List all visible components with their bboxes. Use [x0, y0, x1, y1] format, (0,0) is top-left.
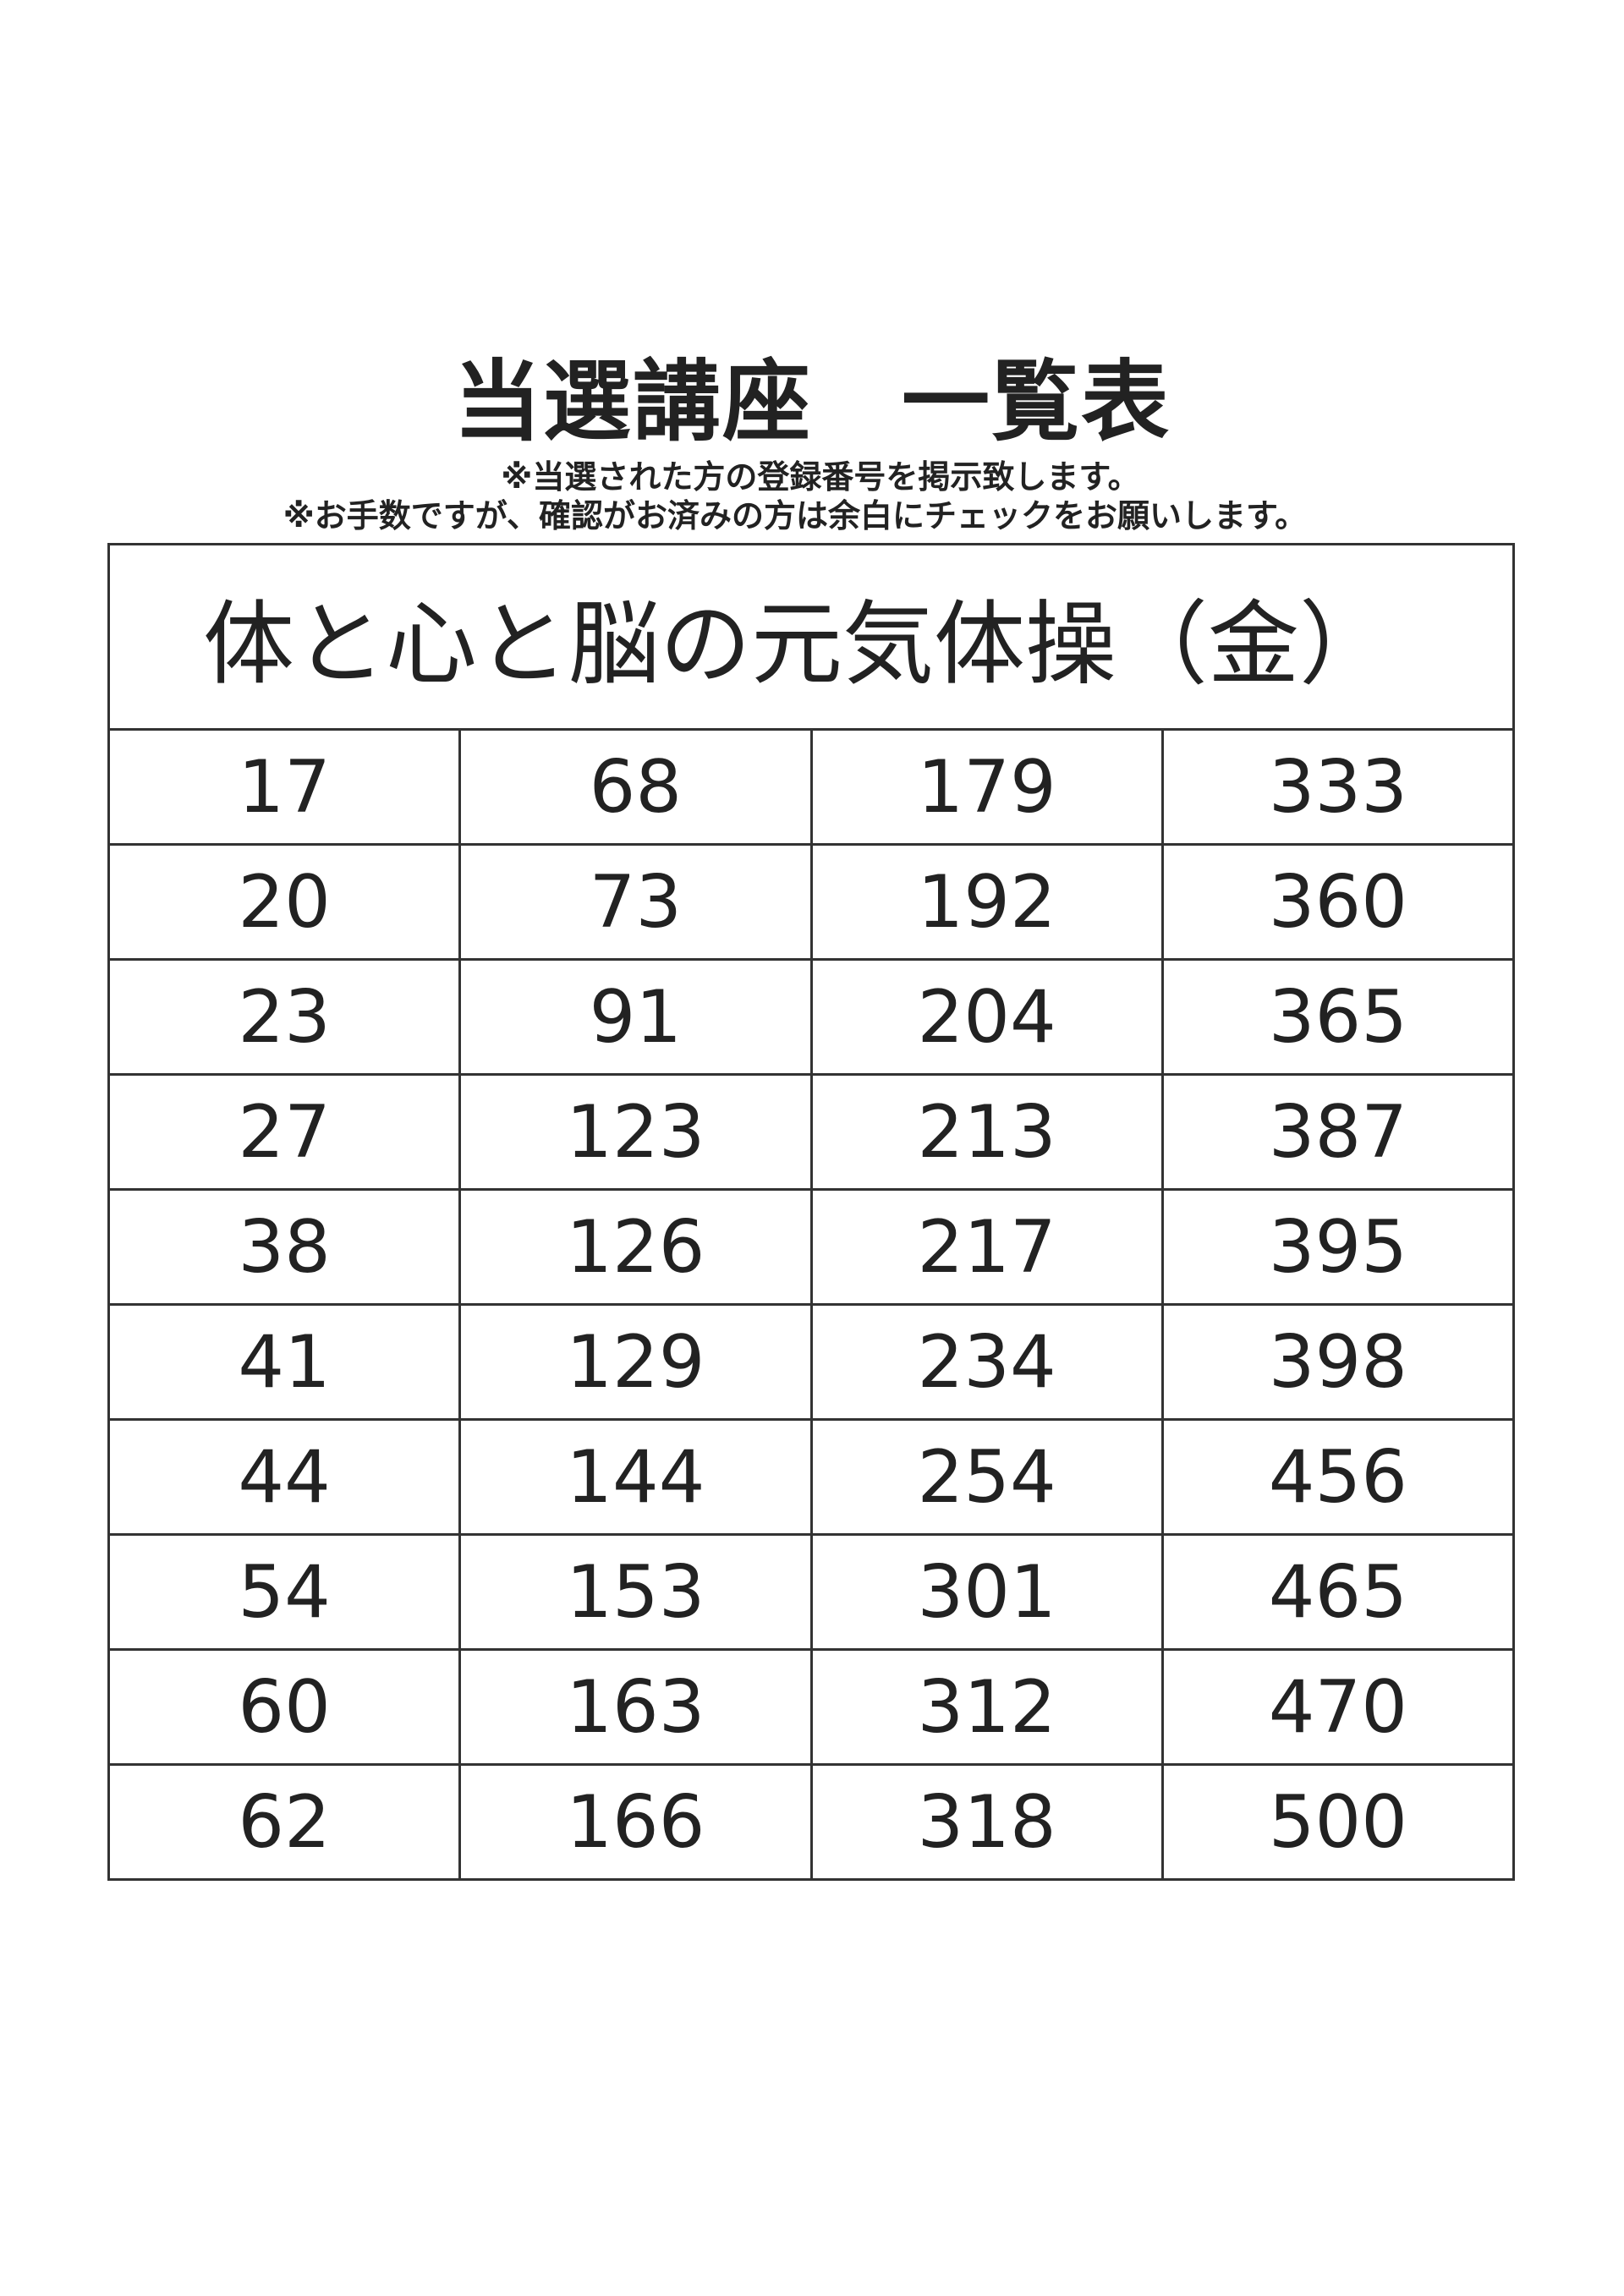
- registration-number-cell: 301: [809, 1533, 1164, 1651]
- registration-number-cell: 38: [107, 1188, 462, 1306]
- registration-number-cell: 129: [458, 1303, 813, 1421]
- registration-number-cell: 60: [107, 1648, 462, 1766]
- table-row: 60 163 312 470: [107, 1648, 1516, 1766]
- registration-number-cell: 20: [107, 843, 462, 961]
- registration-number-cell: 73: [458, 843, 813, 961]
- registration-number-cell: 500: [1160, 1763, 1516, 1881]
- registration-number-cell: 365: [1160, 958, 1516, 1076]
- registration-number-cell: 123: [458, 1073, 813, 1191]
- registration-number-cell: 192: [809, 843, 1164, 961]
- registration-number-cell: 398: [1160, 1303, 1516, 1421]
- table-row: 41 129 234 398: [107, 1303, 1516, 1421]
- table-row: 38 126 217 395: [107, 1188, 1516, 1306]
- registration-number-cell: 166: [458, 1763, 813, 1881]
- registration-number-cell: 44: [107, 1418, 462, 1536]
- registration-number-cell: 204: [809, 958, 1164, 1076]
- notice-line-2: ※お手数ですが、確認がお済みの方は余白にチェックをお願いします。: [283, 497, 1308, 534]
- notice-line-1: ※当選された方の登録番号を掲示致します。: [501, 458, 1140, 496]
- registration-number-cell: 163: [458, 1648, 813, 1766]
- registration-number-cell: 17: [107, 728, 462, 846]
- registration-number-cell: 27: [107, 1073, 462, 1191]
- registration-number-cell: 312: [809, 1648, 1164, 1766]
- registration-number-cell: 23: [107, 958, 462, 1076]
- registration-number-cell: 217: [809, 1188, 1164, 1306]
- table-row: 20 73 192 360: [107, 843, 1516, 961]
- table-row: 62 166 318 500: [107, 1763, 1516, 1881]
- course-name: 体と心と脳の元気体操（金）: [107, 543, 1515, 731]
- registration-number-cell: 465: [1160, 1533, 1516, 1651]
- registration-number-cell: 213: [809, 1073, 1164, 1191]
- registration-number-cell: 41: [107, 1303, 462, 1421]
- registration-number-cell: 318: [809, 1763, 1164, 1881]
- registration-number-cell: 333: [1160, 728, 1516, 846]
- registration-number-cell: 126: [458, 1188, 813, 1306]
- registration-number-cell: 68: [458, 728, 813, 846]
- registration-number-cell: 179: [809, 728, 1164, 846]
- registration-number-cell: 360: [1160, 843, 1516, 961]
- table-row: 54 153 301 465: [107, 1533, 1516, 1651]
- winner-number-table: 体と心と脳の元気体操（金） 17 68 179 333 20 73 192 360 23 91 20…: [107, 543, 1516, 1881]
- table-row: 23 91 204 365: [107, 958, 1516, 1076]
- registration-number-cell: 91: [458, 958, 813, 1076]
- table-row: 27 123 213 387: [107, 1073, 1516, 1191]
- registration-number-cell: 144: [458, 1418, 813, 1536]
- table-row: 44 144 254 456: [107, 1418, 1516, 1536]
- registration-number-cell: 387: [1160, 1073, 1516, 1191]
- table-row: 17 68 179 333: [107, 728, 1516, 846]
- registration-number-cell: 470: [1160, 1648, 1516, 1766]
- registration-number-cell: 395: [1160, 1188, 1516, 1306]
- registration-number-cell: 54: [107, 1533, 462, 1651]
- registration-number-cell: 62: [107, 1763, 462, 1881]
- page-title: 当選講座 一覧表: [453, 350, 1171, 453]
- number-list: 17 68 179 333 20 73 192 360 23 91 204 365 27 123 213 38…: [107, 728, 1516, 1881]
- registration-number-cell: 234: [809, 1303, 1164, 1421]
- registration-number-cell: 456: [1160, 1418, 1516, 1536]
- registration-number-cell: 254: [809, 1418, 1164, 1536]
- registration-number-cell: 153: [458, 1533, 813, 1651]
